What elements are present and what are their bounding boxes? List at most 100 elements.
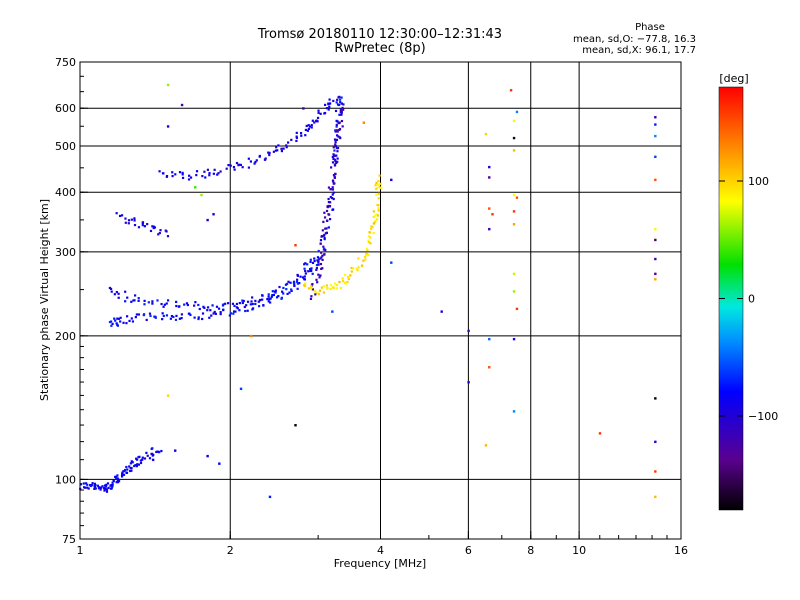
echo-point [317,111,320,114]
echo-point [331,196,334,200]
echo-point [314,290,317,293]
echo-point [338,95,341,98]
echo-point [318,276,321,279]
trace-o [79,447,163,493]
echo-point [219,313,222,316]
echo-point [331,188,335,191]
echo-point [269,301,272,304]
echo-point [327,200,330,204]
echo-point [654,227,657,231]
echo-point [320,251,323,254]
echo-point [484,132,488,136]
echo-point [338,128,342,131]
echo-point [301,276,305,279]
echo-point [175,314,178,318]
echo-point [654,238,657,242]
echo-point [371,226,374,229]
echo-point [165,230,168,233]
echo-point [127,219,131,222]
echo-point [298,281,301,285]
echo-point [110,324,113,327]
echo-point [282,286,285,290]
echo-point [112,479,115,482]
echo-point [320,256,323,259]
echo-point [86,483,89,486]
echo-point [232,310,236,313]
echo-point [324,232,327,235]
echo-point [201,312,205,315]
echo-point [515,110,519,114]
phase-stats-o: mean, sd,O: −77.8, 16.3 [573,34,696,45]
echo-point [336,160,339,163]
echo-point [120,475,124,478]
echo-point [180,313,183,316]
echo-point [654,470,657,473]
echo-point [233,168,236,171]
echo-point [488,337,491,341]
echo-point [272,293,275,297]
echo-point [267,295,270,298]
echo-point [241,299,244,302]
echo-point [105,483,108,486]
colorbar-tick-label: −100 [748,410,778,423]
echo-point [325,219,329,222]
echo-point [333,176,336,179]
echo-point [327,103,330,106]
echo-point [289,281,292,284]
echo-point [253,162,256,165]
echo-point [119,316,122,319]
echo-point [366,249,369,252]
echo-point [137,463,141,466]
echo-point [335,138,339,142]
echo-point [488,176,491,179]
echo-point [488,227,491,231]
echo-point [378,186,381,189]
x-axis: 1 2 4 6 8 10 16 [77,531,688,557]
echo-point [118,214,122,218]
echo-point [235,302,239,306]
echo-point [171,171,174,174]
echo-point [303,278,306,281]
x-tick-label: 6 [465,544,472,557]
echo-point [313,259,316,263]
echo-point [214,312,217,315]
echo-point [274,291,277,294]
echo-point [303,275,306,278]
echo-point [137,299,140,302]
echo-point [243,305,246,309]
echo-point [251,296,254,299]
echo-point [339,109,343,112]
echo-point [380,186,383,190]
echo-point [300,134,303,137]
echo-point [322,285,326,288]
echo-point [117,317,120,320]
echo-point [333,138,337,141]
echo-point [491,213,494,216]
echo-point [166,394,170,397]
echo-point [261,298,264,301]
echo-point [241,166,244,169]
echo-point [328,98,331,101]
echo-point [333,163,337,166]
echo-point [305,124,308,128]
echo-point [161,312,164,315]
echo-point [119,320,122,323]
echo-point [197,316,200,319]
echo-point [335,161,338,165]
echo-point [247,157,250,160]
echo-point [316,291,319,295]
echo-point [311,288,314,291]
echo-point [232,165,236,169]
echo-point [318,257,321,260]
y-tick-label: 100 [55,473,76,486]
echo-point [288,291,291,294]
echo-point [304,282,307,285]
echo-point [200,193,203,197]
echo-point [130,218,133,221]
echo-point [367,241,371,244]
echo-point [310,126,313,129]
echo-point [115,477,118,480]
echo-point [331,186,334,189]
echo-point [346,280,349,284]
echo-point [245,304,248,307]
